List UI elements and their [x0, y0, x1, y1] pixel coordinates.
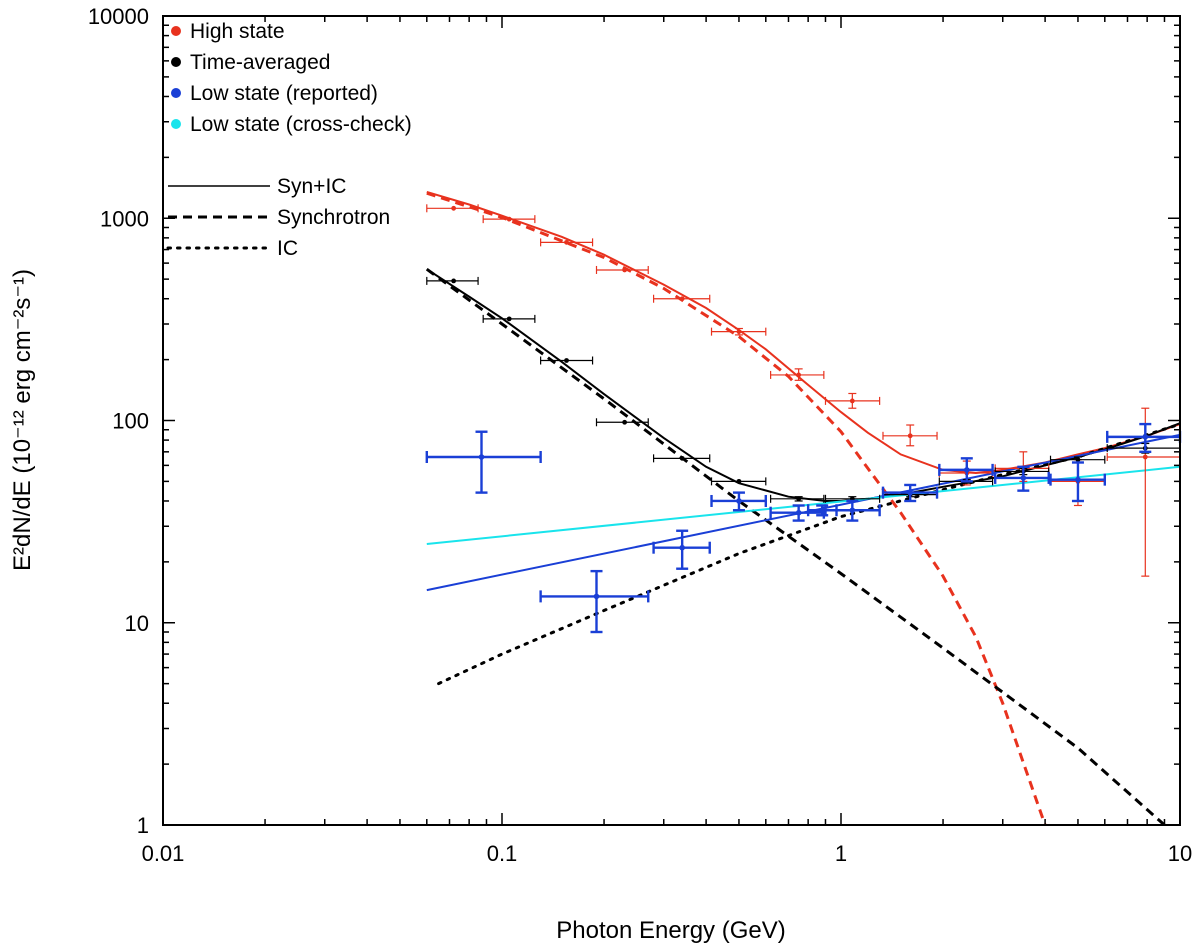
x-tick-label: 0.01	[142, 841, 185, 866]
data-point	[824, 392, 881, 409]
legend-marker-low-state-cross-check	[171, 119, 181, 129]
y-tick-label: 10	[125, 611, 149, 636]
y-tick-label: 1	[137, 813, 149, 838]
data-point	[595, 265, 649, 274]
legend-label-low-state-cross-check: Low state (cross-check)	[190, 113, 412, 136]
data-point	[540, 356, 594, 365]
plot-frame	[162, 15, 1181, 826]
legend-label-synchrotron: Synchrotron	[277, 206, 390, 229]
data-point	[710, 477, 767, 486]
model-high-state-synchrotron	[426, 191, 1047, 825]
data-point	[710, 491, 767, 512]
data-point	[824, 499, 881, 522]
data-point	[595, 418, 649, 427]
data-point	[881, 483, 939, 503]
y-tick-label: 1000	[100, 206, 149, 231]
data-point	[770, 368, 825, 381]
model-high-state-syn-ic	[426, 190, 1180, 475]
data-point	[482, 314, 536, 323]
data-point	[482, 215, 536, 224]
legend-label-time-averaged: Time-averaged	[190, 51, 330, 74]
model-time-averaged-synchrotron	[425, 267, 1166, 825]
data-point	[882, 424, 938, 447]
x-tick-label: 0.1	[487, 841, 518, 866]
data-point	[425, 430, 542, 494]
model-curves	[425, 190, 1180, 825]
x-tick-label: 1	[835, 841, 847, 866]
data-point	[539, 569, 650, 634]
data-point	[652, 454, 711, 463]
legend-label-ic: IC	[277, 237, 298, 260]
y-tick-label: 100	[112, 409, 149, 434]
legend-marker-time-averaged	[171, 57, 181, 67]
series-low-state-reported	[425, 422, 1182, 634]
x-axis-title: Photon Energy (GeV)	[556, 917, 785, 944]
data-point	[426, 204, 479, 213]
legend-label-syn-ic: Syn+IC	[277, 175, 346, 198]
legend-label-high-state: High state	[190, 20, 285, 43]
data-point	[426, 276, 479, 285]
legend-label-low-state-reported: Low state (reported)	[190, 82, 378, 105]
data-point	[652, 529, 711, 570]
data-point	[1106, 407, 1181, 577]
axis-ticks	[162, 16, 1180, 826]
data-point	[1106, 422, 1182, 454]
data-point	[1049, 455, 1106, 464]
data-point	[938, 457, 994, 483]
data-point	[710, 327, 767, 336]
data-point	[993, 465, 1050, 492]
y-axis-title: E²dN/dE (10⁻¹² erg cm⁻²s⁻¹)	[9, 269, 36, 571]
series-time-averaged	[426, 276, 1181, 503]
x-tick-label: 10	[1168, 841, 1192, 866]
data-points	[425, 204, 1182, 634]
data-point	[652, 294, 711, 303]
legend-marker-low-state-reported	[171, 88, 181, 98]
model-time-averaged-syn-ic	[426, 268, 1180, 502]
legend-marker-high-state	[171, 26, 181, 36]
legend: High state Time-averaged Low state (report…	[166, 20, 412, 260]
tick-labels: 0.01 0.1 1 10 1 10 100 1000 10000	[88, 4, 1192, 866]
data-point	[1049, 461, 1106, 503]
data-point	[540, 238, 594, 247]
data-point	[770, 494, 825, 503]
model-time-averaged-ic	[437, 422, 1180, 686]
y-tick-label: 10000	[88, 4, 149, 29]
